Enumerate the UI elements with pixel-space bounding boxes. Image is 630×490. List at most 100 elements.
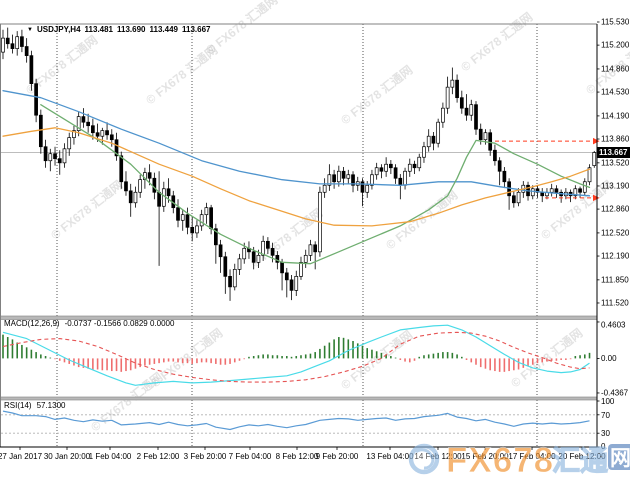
candle-bear (478, 128, 483, 141)
current-price-tag: 113.667 (597, 147, 630, 158)
candle-bear (95, 132, 100, 137)
price-axis-label: 113.860 (601, 135, 630, 144)
symbol-label: USDJPY,H4 (36, 25, 81, 34)
candle-bear (147, 172, 152, 179)
candle-bull (549, 188, 554, 193)
candle-bear (128, 190, 133, 204)
candle-bear (114, 139, 119, 157)
time-axis-label: 2 Feb 12:00 (137, 452, 180, 461)
candle-bull (138, 179, 143, 193)
price-axis-label: 112.190 (601, 252, 630, 261)
symbol-header: ▼ USDJPY,H4 113.481 113.690 113.449 113.667 (27, 25, 214, 35)
quote-low: 113.449 (149, 25, 178, 34)
candle-bull (403, 170, 407, 186)
rsi-level-lines (1, 414, 597, 434)
candle-bear (497, 160, 502, 172)
candle-bear (105, 130, 109, 136)
rsi-axis-labels: 100 70 30 0 (597, 397, 615, 451)
time-axis-label: 3 Feb 20:00 (184, 452, 227, 461)
candle-bull (483, 132, 488, 141)
candle-bear (332, 174, 336, 183)
candle-bear (20, 36, 24, 47)
candle-bull (161, 188, 166, 207)
candle-bull (436, 121, 441, 144)
candle-bull (1, 37, 5, 53)
candle-bear (270, 247, 275, 256)
candle-bear (455, 79, 459, 99)
candle-bear (119, 155, 124, 183)
candle-bear (209, 207, 213, 230)
candle-bull (48, 153, 53, 162)
candle-bear (313, 244, 318, 253)
candle-bull (204, 207, 209, 216)
candle-bear (289, 279, 294, 291)
symbol-dropdown-icon[interactable]: ▼ (27, 27, 33, 33)
macd-name: MACD(12,26,9) (4, 319, 60, 328)
candle-bull (195, 225, 199, 234)
candle-bull (242, 247, 247, 260)
ma-green-line (40, 104, 591, 265)
candle-bear (341, 170, 346, 179)
candle-bear (57, 158, 62, 164)
candle-bear (10, 43, 15, 49)
candle-bear (398, 177, 403, 186)
time-axis-label: 30 Jan 20:00 (44, 452, 91, 461)
candle-bear (91, 125, 95, 134)
candle-bear (29, 55, 34, 85)
candle-bear (266, 240, 270, 249)
brand-cn-box (608, 444, 630, 470)
candle-bull (445, 86, 450, 109)
candle-bear (185, 214, 190, 228)
rsi-value: 57.1300 (36, 401, 66, 410)
brand-text-cn: 汇通 (552, 445, 608, 476)
price-axis-label: 114.530 (601, 88, 630, 97)
rsi-axis-label: 70 (601, 411, 610, 420)
time-axis-label: 1 Feb 04:00 (89, 452, 132, 461)
candle-bull (76, 116, 81, 131)
macd-axis-label: 0.00 (601, 354, 617, 363)
candle-bull (199, 214, 204, 227)
candle-bear (502, 170, 507, 183)
candle-bear (284, 272, 289, 281)
candle-bull (62, 148, 67, 164)
candle-bull (15, 36, 20, 49)
candle-bull (322, 184, 327, 193)
macd-axis-label: 0.4603 (601, 321, 626, 330)
macd-axis-labels: 0.4603 0.00 -0.4367 (597, 321, 629, 397)
brand-text-fx678: FX678 (446, 441, 554, 480)
candle-bull (67, 137, 72, 150)
panel-frames (0, 23, 598, 448)
candle-bear (152, 177, 157, 193)
candle-bear (81, 116, 86, 123)
candle-bear (280, 261, 284, 274)
brand-text-cn-box: 网 (610, 447, 630, 470)
candle-bull (587, 167, 592, 183)
candle-bear (218, 244, 223, 258)
price-axis-labels: 115.530 115.200 114.860 114.530 114.190 113.8… (597, 18, 630, 307)
quote-open: 113.481 (84, 25, 114, 34)
candle-bear (43, 146, 48, 162)
rsi-indicator-label: RSI(14) 57.1300 (4, 401, 70, 411)
candle-bull (573, 188, 578, 197)
candle-bull (530, 188, 535, 197)
time-axis-label: 17 Feb 04:00 (508, 452, 556, 461)
candle-bear (493, 149, 497, 162)
candle-bull (308, 244, 313, 256)
rsi-line (2, 410, 590, 431)
macd-main-line (2, 324, 590, 386)
candle-bear (464, 107, 469, 116)
candle-bull (365, 184, 370, 193)
panel-separator[interactable] (0, 396, 598, 401)
brand-globe-swirl-icon (415, 448, 435, 470)
candle-bear (157, 191, 161, 207)
macd-histogram (2, 334, 591, 372)
price-axis-label: 112.520 (601, 228, 630, 237)
candle-bear (459, 97, 464, 109)
rsi-axis-label: 30 (601, 429, 610, 438)
candle-bull (384, 163, 388, 172)
ma-orange-line (2, 127, 591, 227)
candle-bull (133, 191, 138, 204)
candle-bull (370, 174, 374, 186)
candle-bull (303, 254, 308, 263)
